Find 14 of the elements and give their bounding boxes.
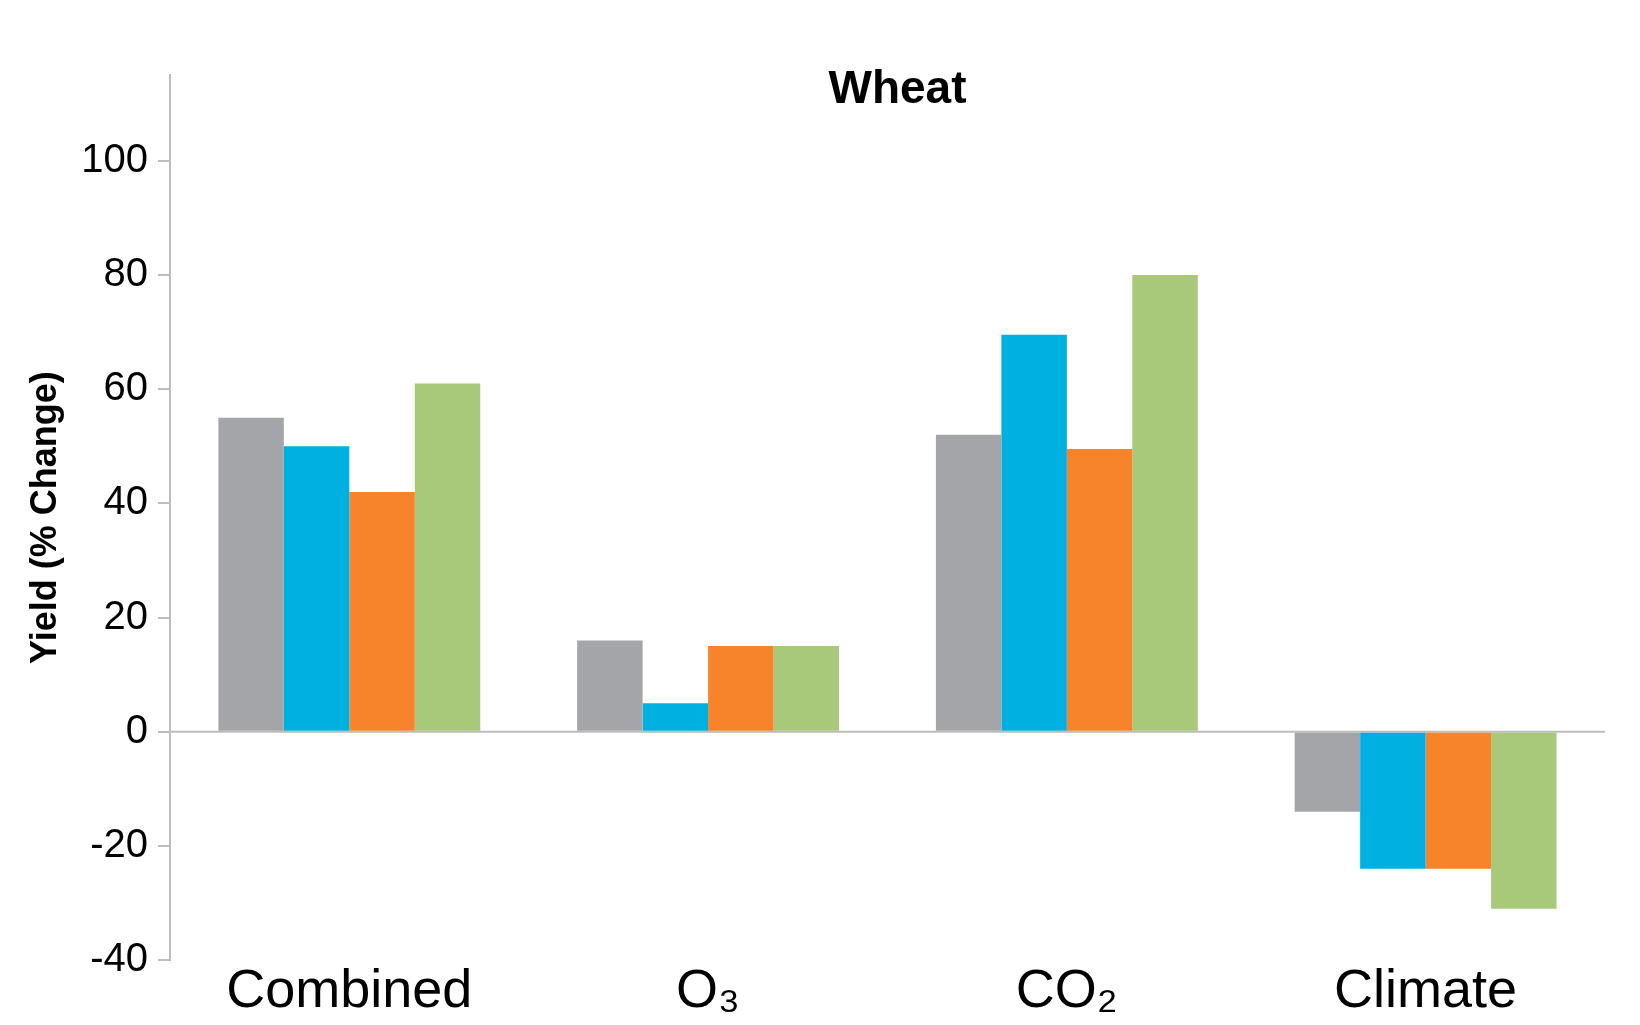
y-tick-label: 40 <box>103 478 148 523</box>
chart-title: Wheat <box>828 60 967 113</box>
x-tick-label: CO₂ <box>1015 958 1118 1019</box>
x-tick-label: O₃ <box>676 958 741 1019</box>
y-tick-label: -40 <box>90 935 148 980</box>
y-tick-label: 60 <box>103 364 148 409</box>
y-axis-title: Yield (% Change) <box>22 371 64 664</box>
y-tick-label: 100 <box>81 135 148 180</box>
x-tick-label: Climate <box>1334 958 1518 1019</box>
y-tick-label: 0 <box>125 706 148 751</box>
y-tick-label: -20 <box>90 821 148 866</box>
y-tick-label: 20 <box>103 592 148 637</box>
y-tick-label: 80 <box>103 249 148 294</box>
x-tick-label: Combined <box>226 958 473 1019</box>
